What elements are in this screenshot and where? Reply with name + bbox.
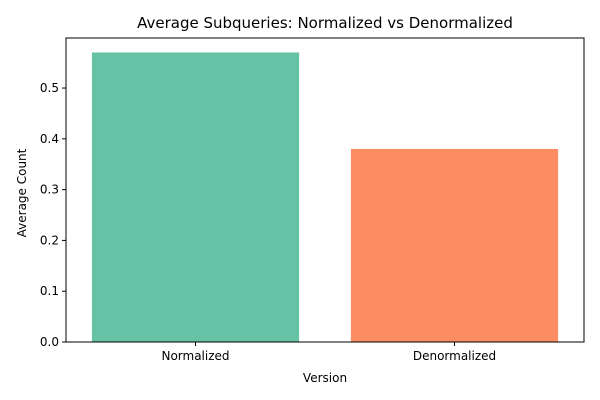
bar-normalized [91, 52, 300, 342]
chart-title: Average Subqueries: Normalized vs Denorm… [137, 14, 513, 32]
y-tick-label-0: 0.0 [40, 335, 59, 349]
y-tick-label-4: 0.4 [40, 132, 59, 146]
y-axis-label: Average Count [15, 148, 29, 237]
x-axis-label: Version [303, 371, 347, 385]
y-tick-label-1: 0.1 [40, 284, 59, 298]
y-tick-label-2: 0.2 [40, 233, 59, 247]
y-tick-label-5: 0.5 [40, 81, 59, 95]
y-tick-label-3: 0.3 [40, 183, 59, 197]
plot-area: Normalized Denormalized 0.0 0.1 0.2 0.3 0.4 0.5 [40, 37, 585, 363]
x-tick-label-denormalized: Denormalized [413, 349, 496, 363]
plot-frame [65, 37, 585, 343]
bar-denormalized [350, 148, 559, 342]
x-tick-label-normalized: Normalized [161, 349, 229, 363]
